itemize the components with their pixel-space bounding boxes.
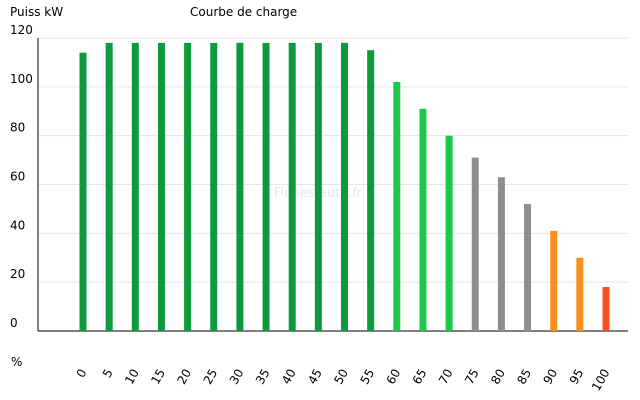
bar (445, 135, 453, 331)
bar (79, 52, 87, 332)
y-tick-label: 80 (10, 121, 25, 135)
x-tick-label: 80 (488, 367, 508, 387)
x-tick-label: 95 (567, 367, 587, 387)
bar (524, 204, 532, 331)
bar (550, 230, 558, 331)
bar (341, 42, 348, 332)
bar (314, 42, 322, 332)
bar (419, 108, 427, 331)
y-axis-label: Puiss kW (10, 5, 63, 19)
y-tick-label: 40 (10, 218, 25, 232)
y-tick-label: 100 (10, 72, 33, 86)
x-tick-label: 70 (436, 367, 456, 387)
bar (262, 42, 270, 332)
x-tick-label: 35 (253, 367, 273, 387)
x-tick-label: 85 (514, 367, 534, 387)
x-tick-label: 20 (174, 367, 194, 387)
x-tick-label: 75 (462, 367, 482, 387)
chart-title: Courbe de charge (190, 5, 297, 19)
x-tick-label: 100 (589, 367, 613, 394)
bar (471, 157, 479, 331)
x-tick-label: 30 (227, 367, 247, 387)
bar (157, 42, 165, 332)
bar (393, 81, 401, 331)
bar (210, 42, 218, 332)
x-tick-label: 90 (541, 367, 561, 387)
x-tick-label: 5 (100, 367, 116, 381)
bar (105, 42, 113, 332)
x-tick-label: 15 (148, 367, 168, 387)
bar (288, 42, 296, 332)
y-tick-label: 20 (10, 267, 25, 281)
bar (131, 42, 139, 332)
x-tick-label: 50 (331, 367, 351, 387)
x-tick-label: 65 (410, 367, 430, 387)
x-axis-label: % (11, 355, 22, 369)
x-tick-label: 0 (74, 367, 90, 381)
bar (497, 177, 505, 331)
x-tick-label: 25 (201, 367, 221, 387)
y-tick-label: 0 (10, 316, 18, 330)
bar (236, 42, 244, 332)
bar (367, 50, 375, 331)
y-tick-label: 120 (10, 23, 33, 37)
x-tick-label: 55 (357, 367, 377, 387)
bar (602, 287, 610, 331)
x-tick-label: 40 (279, 367, 299, 387)
y-tick-label: 60 (10, 170, 25, 184)
bar (576, 257, 584, 331)
x-tick-label: 10 (122, 367, 142, 387)
bar (184, 42, 192, 332)
x-tick-label: 45 (305, 367, 325, 387)
x-tick-label: 60 (384, 367, 404, 387)
